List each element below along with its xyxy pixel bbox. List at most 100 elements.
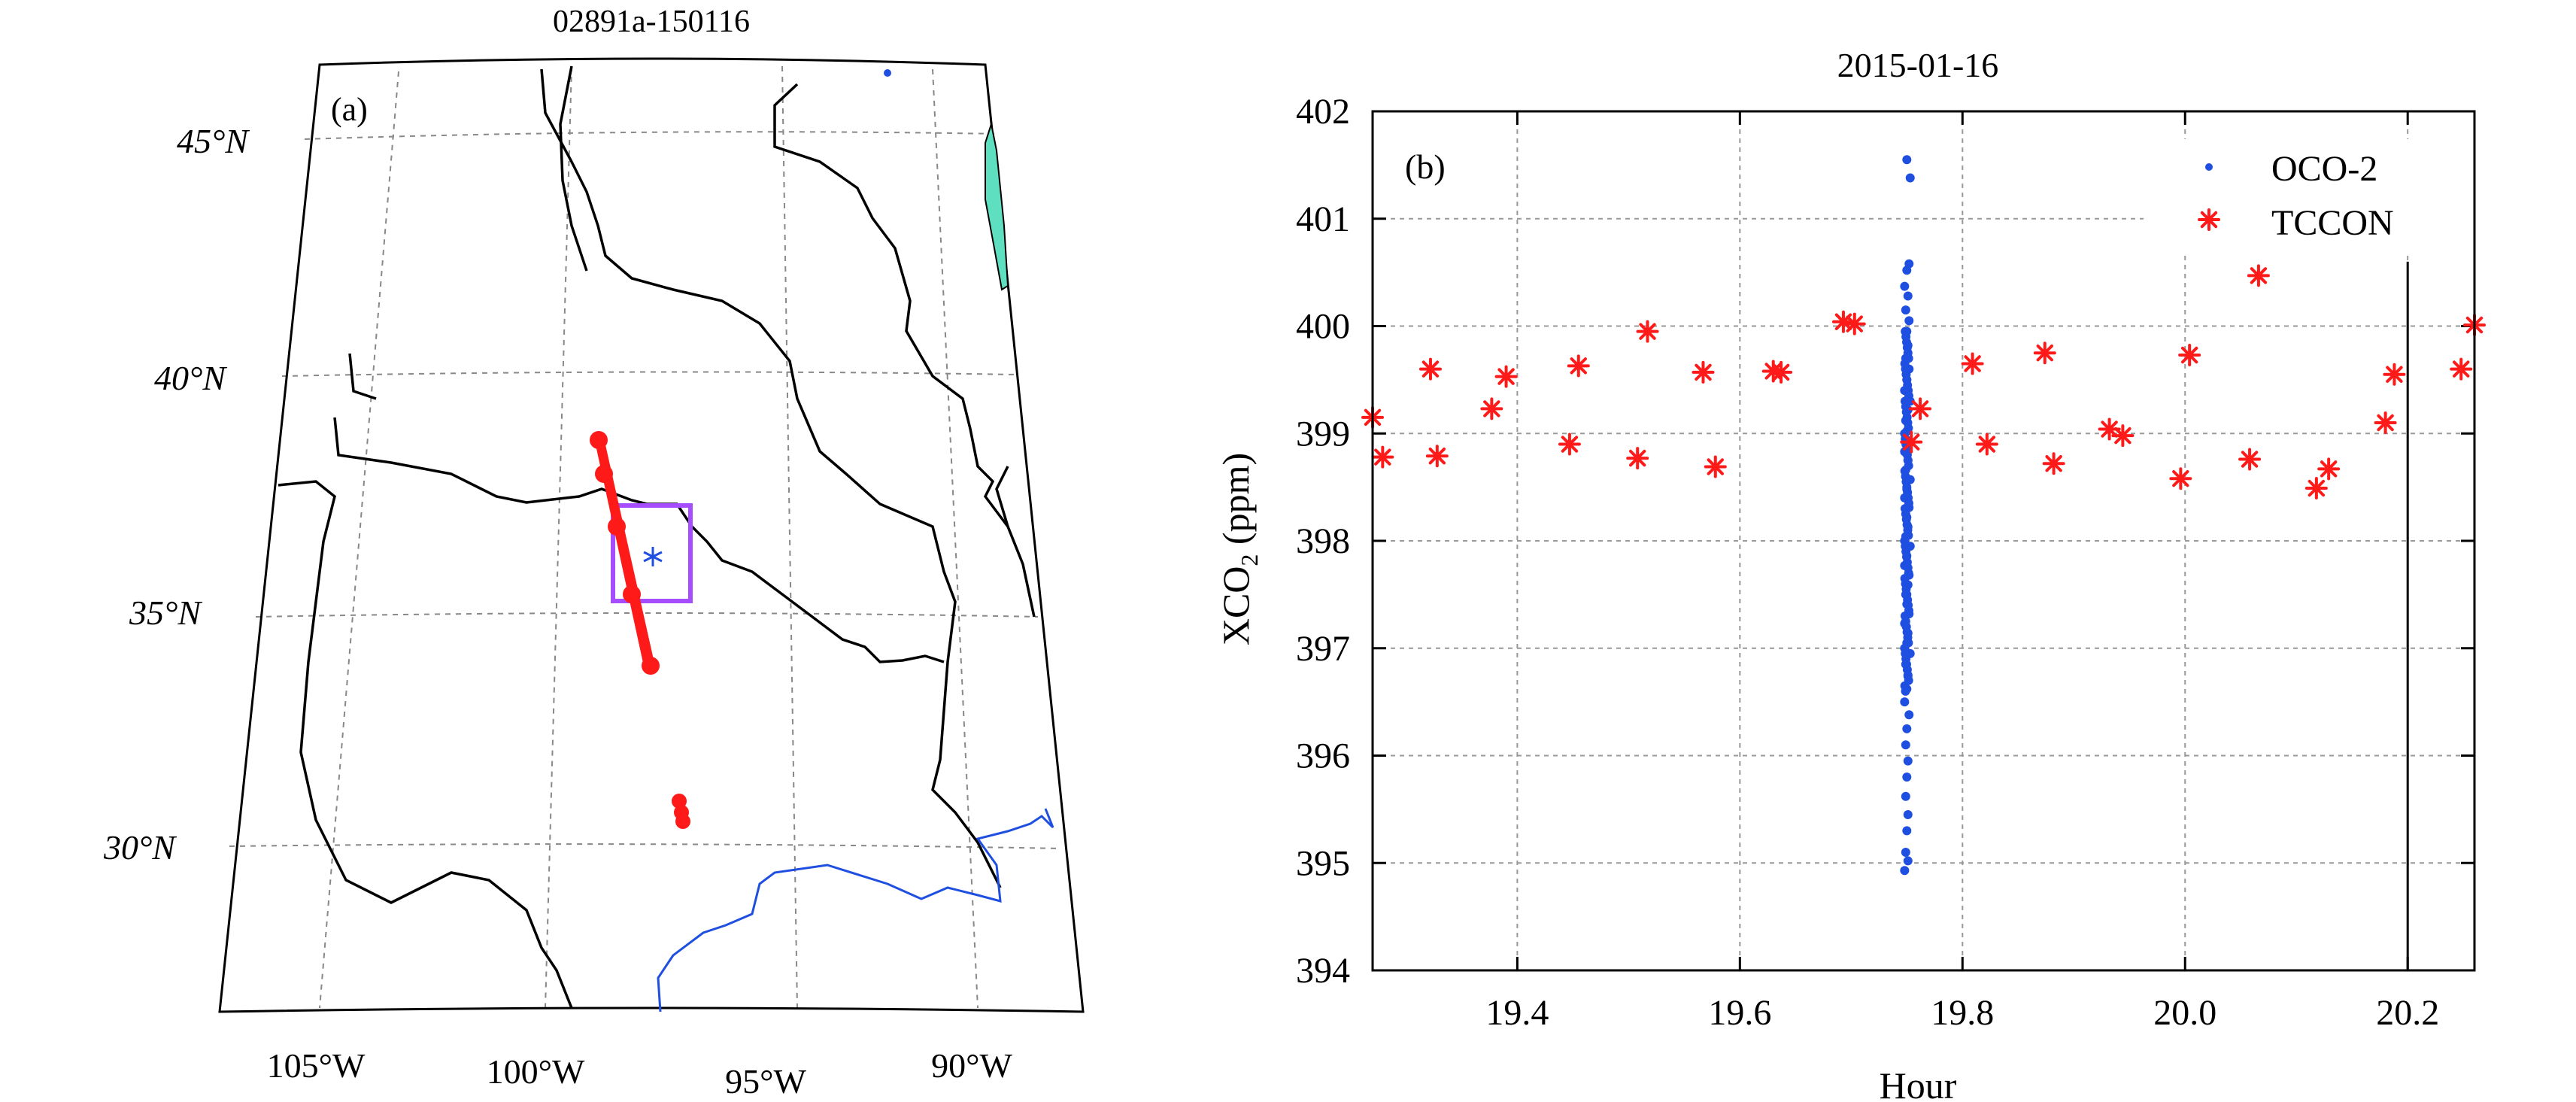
lat-label-40: 40°N <box>154 359 227 397</box>
plot-frame <box>1371 110 2476 972</box>
tccon-point <box>1909 397 1932 420</box>
boundary-line <box>995 466 1009 527</box>
x-tick-label: 19.4 <box>1485 993 1549 1033</box>
tccon-point <box>2247 264 2270 287</box>
legend-star-glyph <box>2198 208 2220 231</box>
tccon-point <box>1418 357 1442 381</box>
tccon-point <box>2042 452 2065 475</box>
tccon-point <box>2304 477 2328 500</box>
lon-label-95: 95°W <box>725 1062 806 1100</box>
y-axis-label: XCO2 (ppm) <box>1215 453 1263 645</box>
lake-shape <box>985 121 1009 291</box>
oco2-point <box>1901 740 1910 750</box>
map-boundaries <box>278 65 1036 1009</box>
oco2-track-point <box>675 814 690 829</box>
lon-line-105 <box>319 71 399 1009</box>
tccon-point <box>2317 457 2341 481</box>
x-axis-label: Hour <box>1880 1064 1957 1102</box>
oco2-point <box>1900 281 1910 291</box>
tccon-point <box>1567 354 1590 378</box>
y-tick-label: 397 <box>1296 629 1350 669</box>
tccon-point <box>2374 411 2397 434</box>
oco2-point <box>1900 866 1910 876</box>
lon-label-105: 105°W <box>267 1046 366 1085</box>
oco2-point <box>1902 724 1912 733</box>
lon-label-90: 90°W <box>931 1046 1012 1085</box>
legend-marker-tccon <box>2198 208 2220 231</box>
tccon-point <box>1900 430 1923 454</box>
legend-label-oco2: OCO-2 <box>2271 149 2377 189</box>
map-title: 02891a-150116 <box>553 5 750 39</box>
oco2-point <box>1903 856 1913 866</box>
scatter-panel-label: (b) <box>1405 147 1446 186</box>
map-panel: 02891a-150116 <box>103 5 1085 1100</box>
tccon-point <box>1494 365 1518 388</box>
lon-label-100: 100°W <box>487 1052 585 1091</box>
scatter-title: 2015-01-16 <box>1837 46 1999 84</box>
oco2-point <box>1901 305 1910 315</box>
tccon-point <box>1480 397 1503 420</box>
tccon-point <box>1371 445 1394 469</box>
y-tick-label: 394 <box>1296 951 1350 991</box>
x-tick-label: 20.2 <box>2376 993 2439 1033</box>
oco2-point <box>1905 173 1915 183</box>
oco2-point <box>1901 791 1910 801</box>
oco2-point <box>1903 810 1913 820</box>
lon-line-90 <box>932 68 979 1009</box>
y-tick-label: 396 <box>1296 736 1350 776</box>
boundary-line <box>278 480 573 1009</box>
oco2-track-segment <box>593 435 656 673</box>
oco2-point <box>1902 773 1912 782</box>
tccon-site-marker <box>643 547 663 566</box>
map-frame <box>218 57 1085 1013</box>
oco2-point <box>1902 826 1912 836</box>
legend-label-tccon: TCCON <box>2271 203 2394 243</box>
y-tick-label: 401 <box>1296 199 1350 239</box>
oco2-track-point <box>623 585 641 603</box>
oco2-track-point <box>642 657 660 675</box>
scatter-series <box>1361 155 2486 876</box>
oco2-point <box>1903 756 1913 766</box>
lat-label-45: 45°N <box>177 122 250 160</box>
x-tick-label: 19.8 <box>1931 993 1994 1033</box>
tccon-point <box>2033 342 2056 365</box>
tccon-point <box>1704 455 1727 478</box>
x-tick-label: 19.6 <box>1708 993 1771 1033</box>
oco2-track <box>590 431 690 829</box>
tccon-point <box>1692 360 1715 384</box>
oco2-point <box>1901 326 1910 336</box>
lat-line-45 <box>304 131 999 140</box>
y-tick-label: 395 <box>1296 843 1350 883</box>
y-tick-label: 399 <box>1296 414 1350 454</box>
oco2-track-point <box>608 518 626 536</box>
oco2-track-point <box>672 794 687 809</box>
oco2-track-point <box>590 431 608 449</box>
legend-marker-oco2 <box>2205 163 2213 171</box>
blue-point <box>884 69 891 77</box>
tccon-point <box>1770 360 1793 384</box>
lat-label-30: 30°N <box>103 828 177 867</box>
tccon-point <box>2383 363 2406 386</box>
tccon-point <box>1843 312 1866 335</box>
tccon-point <box>2238 448 2262 471</box>
oco2-track-point <box>595 465 613 483</box>
tccon-point <box>1626 447 1649 470</box>
colocation-box <box>611 503 693 603</box>
boundary-line <box>773 83 1036 618</box>
lat-line-30 <box>229 843 1061 849</box>
oco2-point <box>1904 316 1914 326</box>
oco2-point <box>1900 697 1910 707</box>
legend-box <box>2144 139 2474 256</box>
lat-label-35: 35°N <box>129 594 202 632</box>
map-panel-label: (a) <box>331 91 368 128</box>
scatter-ticks: 19.4 19.6 19.8 20.0 20.2 394 395 396 397 398 399 40… <box>1296 92 2474 1033</box>
tccon-point <box>1425 445 1449 468</box>
y-tick-label: 402 <box>1296 92 1350 132</box>
tccon-point <box>1636 320 1659 343</box>
lon-line-95 <box>781 65 798 1009</box>
y-tick-label: 398 <box>1296 521 1350 561</box>
oco2-point <box>1904 710 1914 720</box>
lat-line-40 <box>281 371 1018 377</box>
boundary-line <box>559 65 588 272</box>
